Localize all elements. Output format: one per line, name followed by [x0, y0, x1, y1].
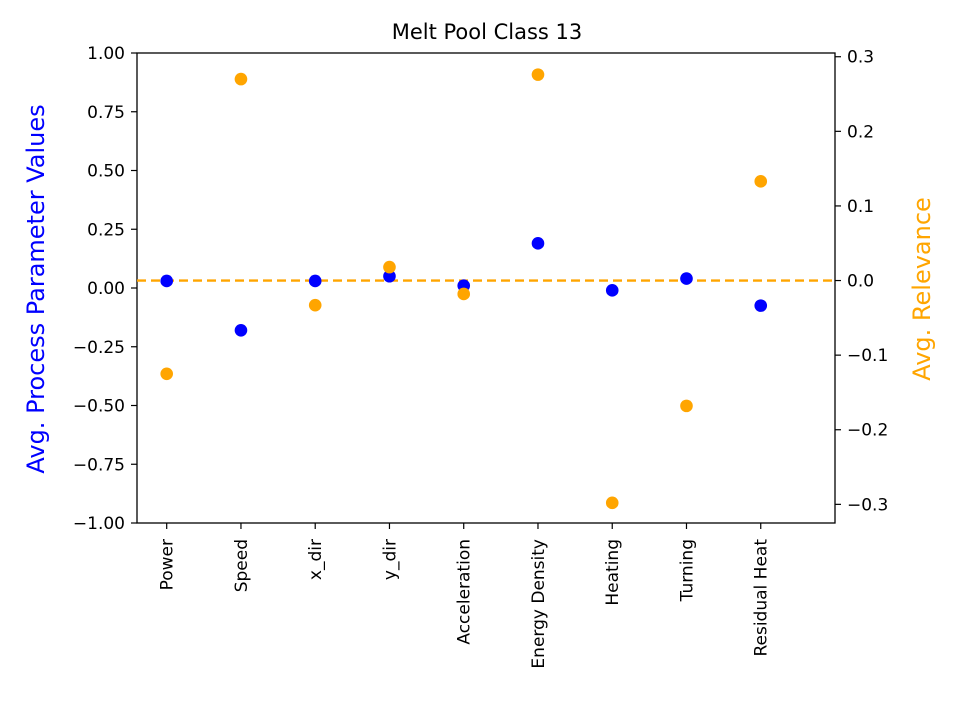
right-series-point: [680, 399, 693, 413]
x-tick-label: Speed: [232, 539, 252, 592]
x-tick-label: Turning: [677, 539, 697, 602]
right-tick-label: 0.0: [847, 272, 874, 292]
left-series-point: [754, 299, 768, 312]
right-tick-label: −0.2: [847, 421, 888, 441]
x-tick-label: Energy Density: [529, 539, 549, 669]
right-tick-label: 0.3: [847, 48, 874, 68]
left-series-point: [234, 324, 248, 337]
x-tick-label: y_dir: [380, 539, 400, 580]
right-series-point: [605, 496, 619, 510]
x-tick-label: Residual Heat: [752, 539, 772, 657]
right-series-point: [531, 68, 545, 81]
data-points: [160, 68, 768, 510]
left-series-point: [680, 272, 693, 285]
chart-title: Melt Pool Class 13: [392, 20, 583, 44]
x-tick-label: Heating: [603, 539, 623, 606]
left-y-ticks: −1.00 −0.75 −0.50 −0.25 0.00 0.25 0.50 0.75 1.00: [73, 44, 137, 534]
right-series-point: [308, 298, 322, 312]
right-series-point: [160, 367, 174, 381]
left-tick-label: −1.00: [73, 514, 125, 534]
left-series-point: [605, 284, 619, 297]
right-y-axis-label: Avg. Relevance: [908, 197, 936, 381]
left-tick-label: 0.75: [87, 103, 125, 123]
left-tick-label: 0.25: [87, 220, 125, 240]
x-tick-label: Power: [158, 539, 178, 590]
left-tick-label: −0.50: [73, 397, 125, 417]
left-tick-label: 0.00: [87, 279, 125, 299]
left-tick-label: −0.25: [73, 338, 125, 358]
right-series-point: [754, 175, 768, 188]
left-tick-label: 1.00: [87, 44, 125, 64]
x-ticks: Power Speed x_dir y_dir Acceleration Energy D…: [158, 523, 772, 669]
left-series-point: [308, 274, 322, 288]
right-tick-label: −0.1: [847, 346, 888, 366]
left-tick-label: −0.75: [73, 455, 125, 475]
left-series-point: [531, 237, 545, 250]
x-tick-label: x_dir: [306, 539, 326, 580]
right-series-point: [383, 260, 396, 274]
right-series-point: [457, 287, 471, 301]
left-y-axis-label: Avg. Process Parameter Values: [22, 104, 50, 473]
left-tick-label: 0.50: [87, 162, 125, 182]
x-tick-label: Acceleration: [455, 539, 475, 645]
right-y-ticks: −0.3 −0.2 −0.1 0.0 0.1 0.2 0.3: [835, 48, 888, 515]
right-series-point: [234, 72, 248, 86]
right-tick-label: −0.3: [847, 495, 888, 515]
left-series-point: [160, 274, 174, 288]
left-series-point: [383, 269, 396, 283]
right-tick-label: 0.1: [847, 197, 874, 217]
right-tick-label: 0.2: [847, 122, 874, 142]
